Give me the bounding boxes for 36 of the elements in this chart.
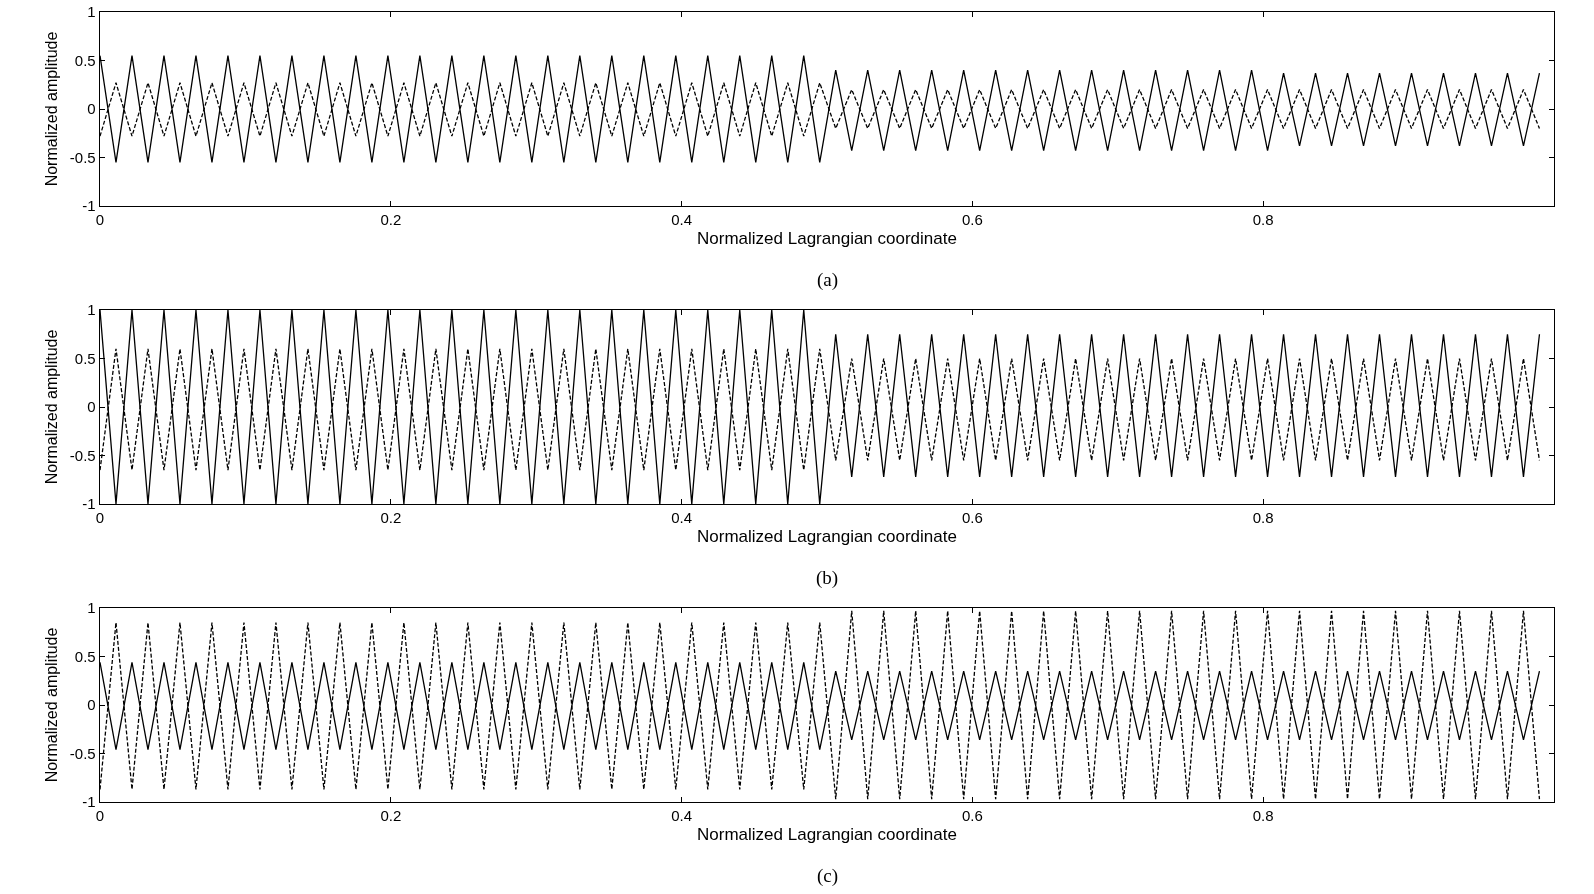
y-axis-title: Normalized amplitude <box>42 627 60 783</box>
x-tick-label: 0.6 <box>961 807 983 825</box>
text: (b) <box>816 567 839 589</box>
x-tick-label: 0.4 <box>671 509 693 527</box>
y-tick-label: -0.5 <box>69 148 96 166</box>
x-tick-label: 0.6 <box>961 509 983 527</box>
y-tick-label: 0.5 <box>74 51 96 69</box>
y-tick-label: -0.5 <box>69 446 96 464</box>
x-tick-label: 0.2 <box>380 807 402 825</box>
text: (c) <box>817 865 839 887</box>
y-axis-title: Normalized amplitude <box>42 31 60 187</box>
x-tick-label: 0.8 <box>1252 211 1274 229</box>
y-axis-title: Normalized amplitude <box>42 329 60 485</box>
x-tick-label: 0.2 <box>380 211 402 229</box>
x-tick-label: 0.4 <box>671 211 693 229</box>
y-tick-label: 1 <box>87 3 96 21</box>
y-tick-label: 0 <box>87 398 96 416</box>
text: (a) <box>817 269 839 291</box>
y-tick-label: 0 <box>87 100 96 118</box>
x-tick-label: 0.8 <box>1252 509 1274 527</box>
y-tick-label: 0.5 <box>74 647 96 665</box>
x-axis-title: Normalized Lagrangian coordinate <box>697 228 957 248</box>
y-tick-label: -0.5 <box>69 744 96 762</box>
y-tick-label: 0.5 <box>74 349 96 367</box>
y-tick-label: -1 <box>82 495 96 513</box>
y-tick-label: 1 <box>87 599 96 617</box>
y-tick-label: 0 <box>87 696 96 714</box>
y-tick-label: -1 <box>82 793 96 811</box>
x-tick-label: 0.6 <box>961 211 983 229</box>
x-tick-label: 0.8 <box>1252 807 1274 825</box>
x-axis-title: Normalized Lagrangian coordinate <box>697 824 957 844</box>
y-tick-label: -1 <box>82 197 96 215</box>
x-axis-title: Normalized Lagrangian coordinate <box>697 526 957 546</box>
y-tick-label: 1 <box>87 301 96 319</box>
x-tick-label: 0.2 <box>380 509 402 527</box>
x-tick-label: 0.4 <box>671 807 693 825</box>
